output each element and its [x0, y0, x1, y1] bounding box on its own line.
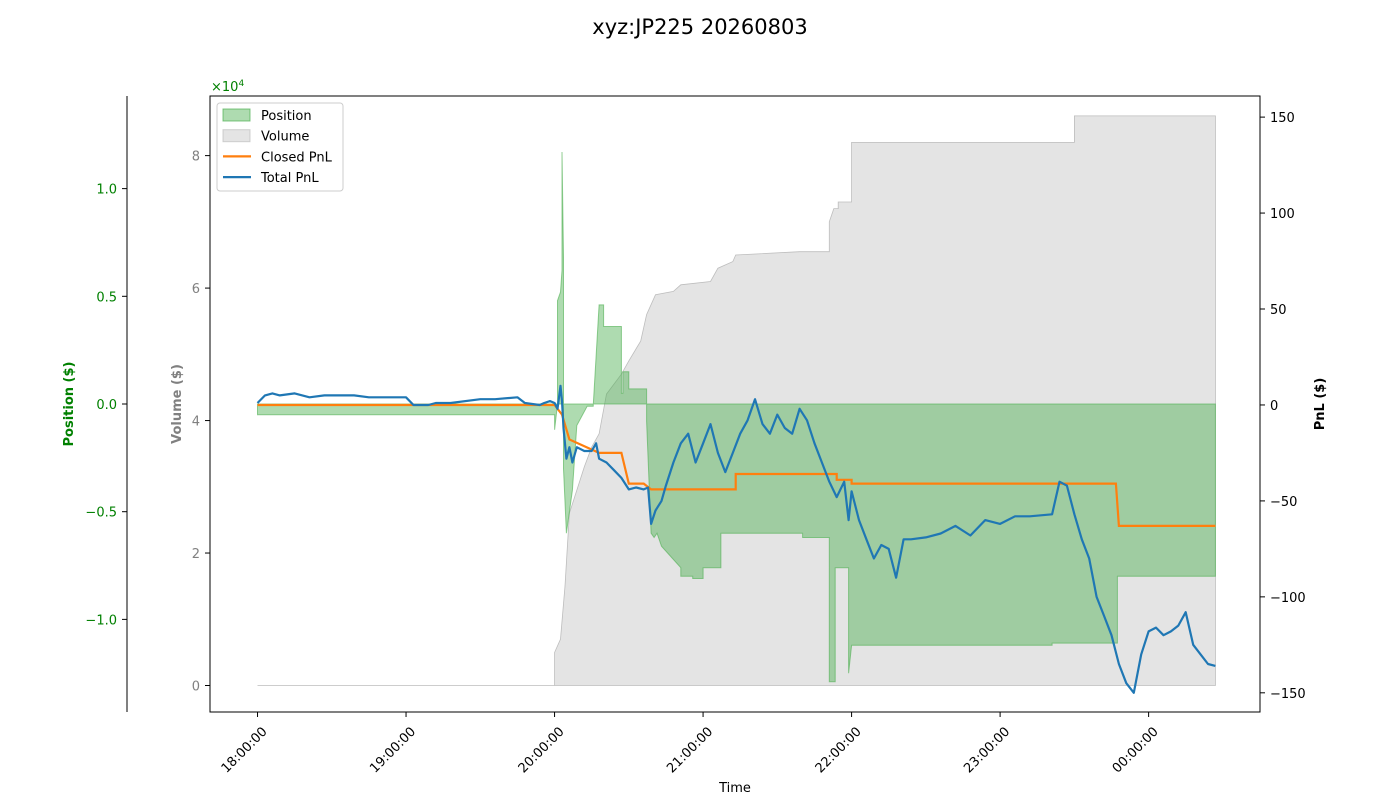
legend-label-volume: Volume — [261, 130, 309, 145]
series-total-pnl-line — [256, 384, 1216, 694]
x-tick-label: 21:00:00 — [664, 724, 716, 776]
position-axis-label: Position ($) — [62, 362, 77, 447]
volume-tick-label: 6 — [192, 282, 200, 297]
pnl-tick-label: −100 — [1270, 591, 1306, 606]
x-tick-label: 00:00:00 — [1110, 724, 1162, 776]
x-axis-label: Time — [718, 781, 751, 796]
x-tick-label: 22:00:00 — [813, 724, 865, 776]
plot-area — [256, 115, 1216, 694]
pnl-axis-label: PnL ($) — [1313, 378, 1328, 431]
plot-frame — [209, 95, 1261, 713]
x-tick-label: 19:00:00 — [367, 724, 419, 776]
series-volume-area — [257, 115, 1216, 686]
x-tick-label: 23:00:00 — [961, 724, 1013, 776]
volume-tick-label: 2 — [192, 547, 200, 562]
pnl-tick-label: 150 — [1270, 111, 1295, 126]
position-tick-label: 0.5 — [96, 290, 117, 305]
pnl-tick-label: −50 — [1270, 495, 1297, 510]
series-closed-pnl-line — [257, 403, 1216, 527]
volume-tick-label: 8 — [192, 150, 200, 165]
position-tick-label: 0.0 — [96, 398, 117, 413]
position-tick-label: 1.0 — [96, 183, 117, 198]
legend-swatch-volume — [222, 129, 251, 143]
legend: Position Volume Closed PnL Total PnL — [216, 102, 344, 192]
chart-title: xyz:JP225 20260803 — [592, 15, 807, 39]
position-tick-label: −1.0 — [85, 613, 117, 628]
volume-axis-label: Volume ($) — [170, 364, 185, 444]
pnl-tick-label: 0 — [1270, 399, 1278, 414]
legend-swatch-position — [222, 108, 251, 122]
position-tick-label: −0.5 — [85, 506, 117, 521]
x-tick-label: 20:00:00 — [516, 724, 568, 776]
pnl-tick-label: 50 — [1270, 303, 1287, 318]
legend-label-position: Position — [261, 109, 312, 124]
pnl-tick-label: 100 — [1270, 207, 1295, 222]
pnl-tick-label: −150 — [1270, 687, 1306, 702]
volume-tick-label: 0 — [192, 680, 200, 695]
volume-tick-label: 4 — [192, 415, 200, 430]
series-position-area — [257, 151, 1216, 683]
position-exponent-label: ×104 — [211, 79, 244, 95]
legend-box — [216, 102, 344, 192]
x-tick-label: 18:00:00 — [219, 724, 271, 776]
legend-label-total-pnl: Total PnL — [260, 171, 319, 186]
legend-label-closed-pnl: Closed PnL — [261, 150, 333, 165]
